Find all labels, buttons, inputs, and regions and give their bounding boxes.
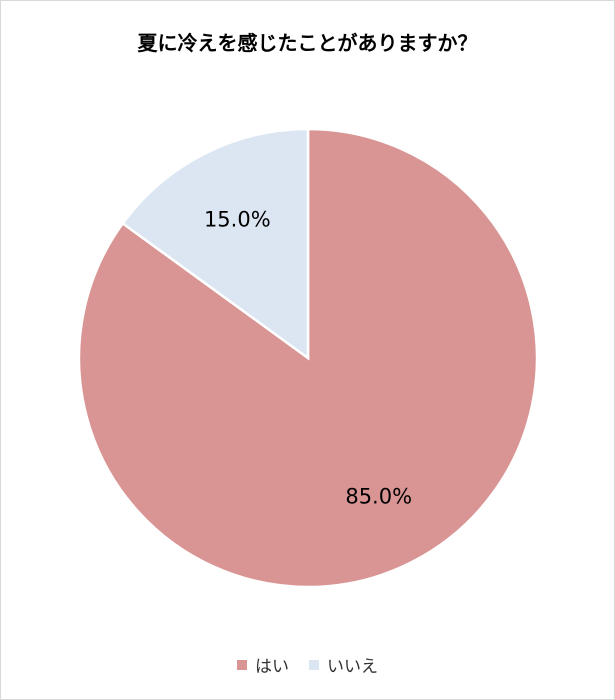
legend-label: いいえ (327, 657, 378, 677)
legend-item: いいえ (309, 652, 378, 677)
chart-title: 夏に冷えを感じたことがありますか？ (137, 31, 478, 55)
data-label-1: 15.0% (204, 207, 271, 231)
legend-item: はい (237, 652, 289, 677)
legend-swatch (309, 659, 319, 670)
legend-swatch (237, 659, 247, 670)
legend: はい いいえ (1, 652, 614, 677)
legend-label: はい (255, 657, 289, 677)
data-label-0: 85.0% (345, 485, 412, 509)
pie-slice-1 (120, 127, 310, 361)
